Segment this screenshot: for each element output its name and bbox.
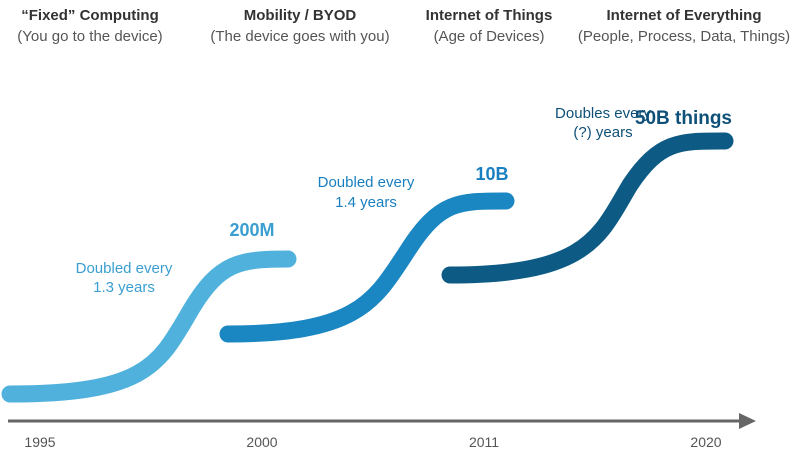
curve-3-value: 50B things <box>635 108 732 129</box>
era-internet-of-things: Internet of Things (Age of Devices) <box>416 6 562 47</box>
curve-1-note-line2: 1.3 years <box>93 279 155 296</box>
era-title: Mobility / BYOD <box>243 7 357 24</box>
curve-2-note-line2: 1.4 years <box>335 194 397 211</box>
era-title: Internet of Everything <box>606 7 762 24</box>
era-internet-of-everything: Internet of Everything (People, Process,… <box>566 6 802 47</box>
curve-2-value: 10B <box>475 164 508 184</box>
tick-2020: 2020 <box>690 434 721 450</box>
growth-curve-1 <box>1 250 297 403</box>
curve-2-note-line1: Doubled every <box>318 174 415 191</box>
curve-3-note-line1: Doubles every <box>555 105 651 122</box>
era-title: Internet of Things <box>425 7 553 24</box>
era-mobility-byod: Mobility / BYOD (The device goes with yo… <box>198 6 402 47</box>
era-fixed-computing: “Fixed” Computing (You go to the device) <box>2 6 178 47</box>
era-subtitle: (You go to the device) <box>17 28 163 45</box>
timeline-arrowhead <box>739 413 756 429</box>
tick-2011: 2011 <box>469 434 499 450</box>
era-title: “Fixed” Computing <box>21 7 159 24</box>
tick-2000: 2000 <box>246 434 277 450</box>
era-subtitle: (The device goes with you) <box>210 28 390 45</box>
growth-curve-3 <box>441 132 734 284</box>
tick-1995: 1995 <box>24 434 55 450</box>
growth-curve-2 <box>219 192 515 343</box>
curve-1-note-line1: Doubled every <box>76 260 173 277</box>
era-subtitle: (People, Process, Data, Things) <box>577 28 791 45</box>
era-subtitle: (Age of Devices) <box>433 28 545 45</box>
curve-3-note-line2: (?) years <box>573 124 632 141</box>
curve-1-value: 200M <box>229 220 274 240</box>
